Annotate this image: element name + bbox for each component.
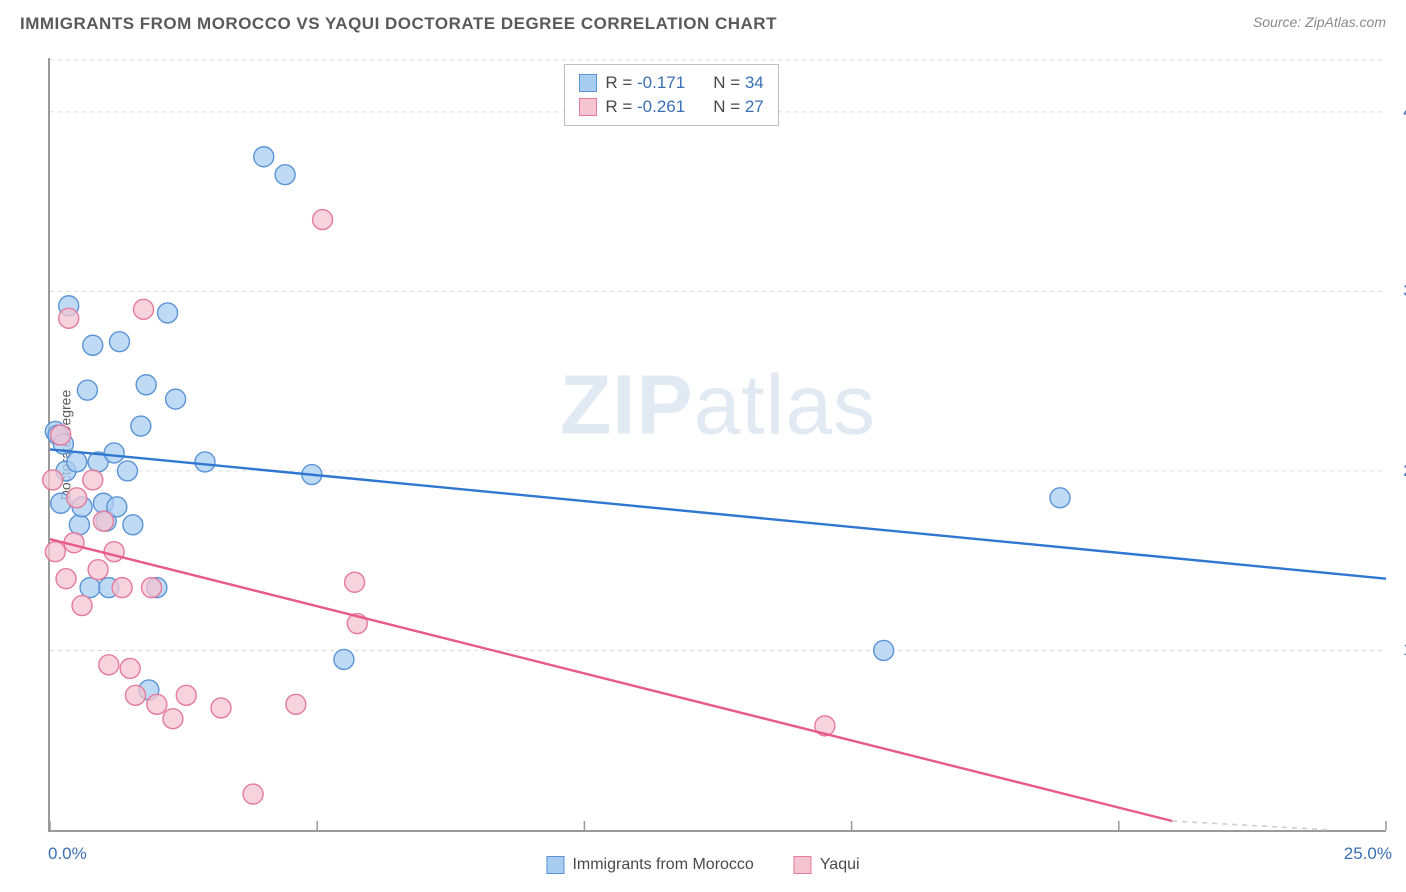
data-point — [69, 515, 89, 535]
data-point — [134, 299, 154, 319]
data-point — [45, 542, 65, 562]
data-point — [131, 416, 151, 436]
data-point — [112, 578, 132, 598]
data-point — [123, 515, 143, 535]
scatter-plot: ZIPatlas 1.0%2.0%3.0%4.0% R = -0.171 N =… — [48, 58, 1386, 832]
data-point — [51, 425, 71, 445]
data-point — [80, 578, 100, 598]
data-point — [334, 649, 354, 669]
legend-swatch — [579, 74, 597, 92]
correlation-legend: R = -0.171 N = 34R = -0.261 N = 27 — [564, 64, 778, 126]
data-point — [1050, 488, 1070, 508]
data-point — [243, 784, 263, 804]
data-point — [104, 443, 124, 463]
plot-svg — [50, 58, 1386, 830]
data-point — [163, 709, 183, 729]
series-legend: Immigrants from Morocco Yaqui — [546, 856, 859, 874]
data-point — [117, 461, 137, 481]
data-point — [77, 380, 97, 400]
legend-swatch — [579, 98, 597, 116]
legend-row: R = -0.261 N = 27 — [579, 95, 763, 119]
data-point — [88, 560, 108, 580]
data-point — [72, 596, 92, 616]
data-point — [67, 488, 87, 508]
data-point — [93, 511, 113, 531]
data-point — [136, 375, 156, 395]
legend-item: Immigrants from Morocco — [546, 856, 753, 874]
legend-swatch — [794, 856, 812, 874]
trend-line-extrapolated — [1172, 821, 1332, 830]
data-point — [176, 685, 196, 705]
data-point — [286, 694, 306, 714]
data-point — [83, 335, 103, 355]
data-point — [275, 165, 295, 185]
data-point — [59, 308, 79, 328]
data-point — [104, 542, 124, 562]
data-point — [83, 470, 103, 490]
legend-label: Yaqui — [820, 856, 860, 874]
data-point — [56, 569, 76, 589]
data-point — [142, 578, 162, 598]
data-point — [313, 210, 333, 230]
data-point — [147, 694, 167, 714]
data-point — [126, 685, 146, 705]
data-point — [211, 698, 231, 718]
data-point — [158, 303, 178, 323]
data-point — [254, 147, 274, 167]
data-point — [67, 452, 87, 472]
data-point — [195, 452, 215, 472]
data-point — [109, 332, 129, 352]
data-point — [345, 572, 365, 592]
legend-item: Yaqui — [794, 856, 860, 874]
source-attribution: Source: ZipAtlas.com — [1253, 14, 1386, 30]
data-point — [43, 470, 63, 490]
data-point — [120, 658, 140, 678]
data-point — [166, 389, 186, 409]
data-point — [874, 640, 894, 660]
data-point — [99, 655, 119, 675]
legend-swatch — [546, 856, 564, 874]
trend-line — [50, 449, 1386, 578]
chart-title: IMMIGRANTS FROM MOROCCO VS YAQUI DOCTORA… — [20, 14, 777, 34]
x-axis-max-label: 25.0% — [1344, 844, 1392, 864]
x-axis-min-label: 0.0% — [48, 844, 87, 864]
legend-label: Immigrants from Morocco — [572, 856, 753, 874]
legend-row: R = -0.171 N = 34 — [579, 71, 763, 95]
trend-line — [50, 539, 1172, 821]
